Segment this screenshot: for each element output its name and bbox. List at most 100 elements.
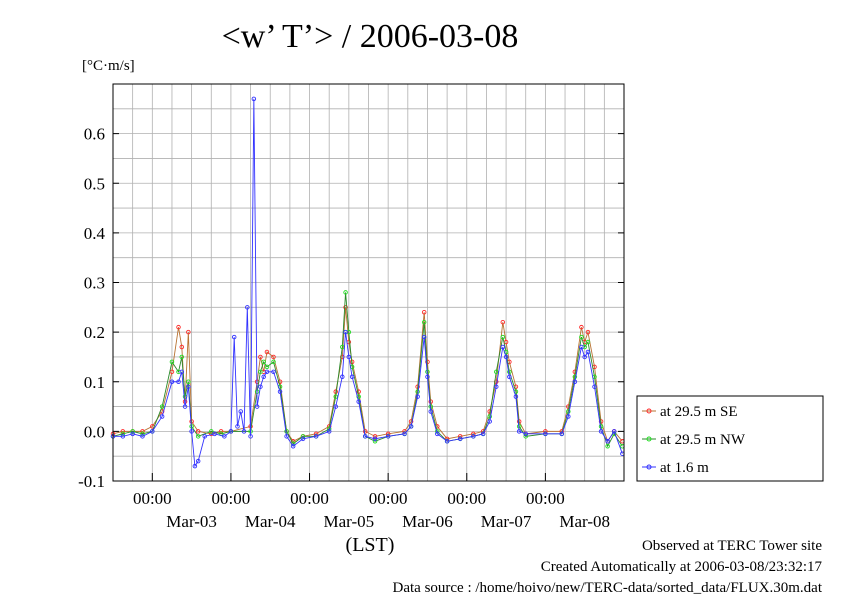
data-point [313,434,319,439]
data-point [195,429,201,434]
data-point [585,339,591,345]
grid-lines [112,83,625,482]
x-tick-date-label: Mar-05 [324,512,375,531]
data-point [130,431,135,437]
y-tick-label: 0.5 [84,174,105,193]
data-point [362,429,368,434]
series-group [110,305,625,444]
data-point [516,429,522,434]
data-point [195,434,201,439]
data-point [195,458,201,464]
data-point [428,409,433,414]
data-point [500,319,506,325]
data-point [186,379,191,385]
data-point [231,334,237,340]
data-point [500,334,506,340]
y-axis-unit: [°C·m/s] [82,58,135,74]
data-point [169,359,175,365]
data-point [241,429,247,434]
data-point [435,431,440,437]
data-point [258,369,263,375]
data-point [140,429,145,434]
data-point [494,384,499,389]
data-point [579,344,584,350]
data-point [356,399,361,404]
y-tick-label: 0.3 [84,274,105,293]
data-point [444,439,450,444]
data-point [494,369,499,375]
series-group [110,290,625,449]
y-axis-ticks: -0.1 0.0 0.1 0.2 0.3 0.4 0.5 0.6 [78,125,624,491]
data-point [169,379,175,385]
data-point [300,434,306,439]
data-point [605,439,610,444]
data-point [385,431,391,437]
data-point [507,374,512,380]
x-tick-time-label: 00:00 [212,489,251,508]
data-point [258,384,263,389]
legend-entry-label: at 29.5 m NW [660,432,746,448]
chart-title: <w’ T’> / 2006-03-08 [222,18,519,55]
x-tick-date-label: Mar-04 [245,512,296,531]
x-tick-date-label: Mar-06 [402,512,453,531]
x-tick-time-label: 00:00 [133,489,172,508]
data-point [261,374,266,380]
data-point [264,369,270,375]
legend-entry-label: at 29.5 m SE [660,404,738,420]
data-point [284,434,289,439]
data-point [258,354,263,360]
y-tick-label: 0.1 [84,373,105,392]
data-point [585,349,591,355]
data-point [349,374,355,380]
data-point [254,404,260,409]
data-point [235,424,240,429]
data-point [356,394,361,399]
data-point [402,431,407,437]
data-point [222,434,227,439]
footer-created: Created Automatically at 2006-03-08/23:3… [541,559,823,575]
data-point [300,436,306,442]
x-tick-time-label: 00:00 [526,489,565,508]
data-point [261,359,266,365]
data-point [421,334,427,340]
data-point [159,404,165,409]
data-point [228,429,234,434]
data-point [480,431,486,437]
plot-frame [112,83,625,482]
data-point [340,374,345,380]
footer-observed: Observed at TERC Tower site [642,538,822,554]
data-point [582,354,587,360]
data-point [559,431,565,437]
data-point [356,389,361,394]
data-point [425,374,430,380]
x-tick-date-label: Mar-07 [481,512,532,531]
data-point [444,436,450,442]
y-tick-label: 0.0 [84,422,105,441]
data-point [572,379,578,385]
data-point [471,434,476,439]
data-point [186,384,191,389]
data-point [248,434,253,439]
legend-swatch-marker [646,436,652,442]
data-point [333,404,338,409]
data-point [343,290,348,295]
data-point [421,310,427,315]
data-point [179,354,185,360]
data-point [457,434,463,439]
data-point [372,436,378,442]
data-point [264,349,270,355]
data-point [457,436,463,442]
data-point [543,429,548,434]
data-point [202,434,207,439]
data-point [120,429,126,434]
data-point [271,369,276,375]
data-point [176,324,181,330]
x-tick-time-label: 00:00 [369,489,408,508]
data-point [140,434,145,439]
data-point [346,354,352,360]
data-point [487,419,492,424]
data-point [566,414,571,419]
data-point [579,324,584,330]
data-point [284,429,289,434]
